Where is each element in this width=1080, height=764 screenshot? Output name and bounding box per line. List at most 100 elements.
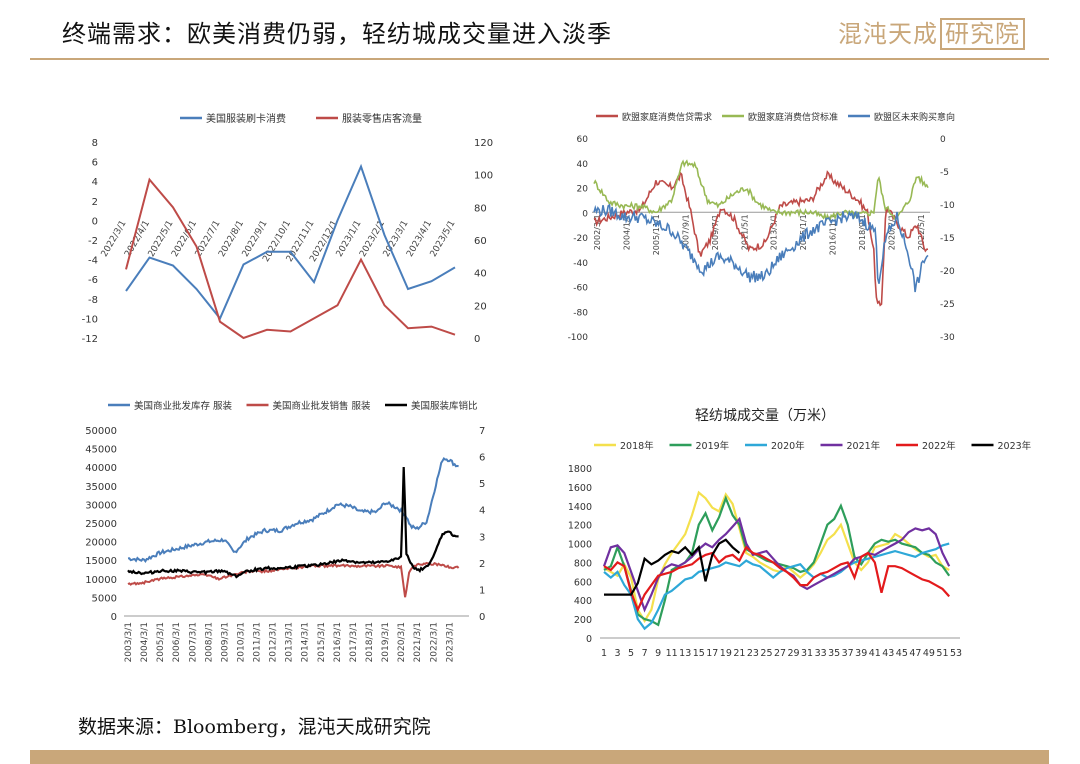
source-note: 数据来源：Bloomberg，混沌天成研究院 [78,716,431,738]
slide-header: 终端需求：欧美消费仍弱，轻纺城成交量进入淡季 混沌天成 研究院 [0,0,1080,60]
y-tick-label-left: 8 [92,138,98,149]
series-line [603,542,950,631]
legend-label: 美国服装刷卡消费 [206,112,286,125]
y-tick-label-right: 40 [474,269,487,280]
y-tick-label-left: 20 [577,185,589,195]
y-tick-label: 1600 [568,483,592,494]
y-tick-label-right: -5 [940,168,949,178]
brand-text: 混沌天成 [838,20,938,48]
y-tick-label-left: -60 [573,284,588,294]
x-tick-label: 2015/3/1 [317,622,327,662]
legend-label: 2022年 [922,440,956,452]
legend-label: 2021年 [847,440,881,452]
y-tick-label-right: 0 [474,334,480,345]
x-tick-label: 2005/11/1 [652,214,661,255]
series-line [603,545,951,613]
y-tick-label-left: 0 [582,209,588,219]
y-tick-label-right: -10 [940,201,955,211]
chart-eu-consumer-credit: 欧盟家庭消费信贷需求 欧盟家庭消费信贷标准 欧盟区未来购买意向-100-80-60-… [568,111,955,343]
y-tick-label: 800 [574,558,592,569]
x-tick-label: 5 [628,648,634,659]
x-tick-label: 23 [747,648,759,659]
x-tick-label: 2013/3/1 [770,214,779,250]
x-tick-label: 2022/3/1 [429,622,439,662]
x-tick-label: 49 [923,648,935,659]
y-tick-label-right: -15 [940,234,955,244]
x-tick-label: 3 [615,648,621,659]
legend-label: 欧盟区未来购买意向 [874,111,955,123]
y-tick-label: 1400 [568,502,592,513]
x-tick-label: 2007/9/1 [681,214,690,250]
chart-title: 轻纺城成交量（万米） [695,407,835,424]
series-line [602,516,951,613]
y-tick-label: 0 [586,634,592,645]
y-tick-label: 600 [574,577,592,588]
y-tick-label-left: 4 [92,177,98,188]
y-tick-label-left: 50000 [85,426,117,437]
legend-label: 欧盟家庭消费信贷需求 [622,111,712,123]
x-tick-label: 9 [655,648,661,659]
x-tick-label: 2011/5/1 [740,214,749,250]
legend-label: 2023年 [998,440,1032,452]
y-tick-label-left: 0 [92,216,98,227]
x-tick-label: 19 [720,648,732,659]
series-line [125,177,456,340]
x-tick-label: 43 [882,648,894,659]
x-tick-label: 25 [760,648,772,659]
y-tick-label-left: -100 [568,333,589,343]
x-tick-label: 2013/3/1 [285,622,295,662]
y-tick-label-left: -20 [573,234,588,244]
x-tick-label: 2005/3/1 [156,622,166,662]
y-tick-label-right: -30 [940,333,955,343]
series-line [603,490,950,624]
y-tick-label-left: 35000 [85,482,117,493]
x-tick-label: 2004/3/1 [140,622,150,662]
series-line [127,466,459,579]
y-tick-label: 200 [574,615,592,626]
x-tick-label: 2011/3/1 [253,622,263,662]
chart-apparel-card-spending: 美国服装刷卡消费 服装零售店客流量-12-10-8-6-4-20246802040… [82,112,493,345]
y-tick-label-right: -25 [940,300,955,310]
x-tick-label: 2022/5/1 [917,214,926,250]
y-tick-label-left: -10 [82,314,98,325]
y-tick-label-left: 20000 [85,538,117,549]
y-tick-label-left: -80 [573,308,588,318]
y-tick-label-left: 10000 [85,575,117,586]
x-tick-label: 35 [828,648,840,659]
x-tick-label: 2006/3/1 [172,622,182,662]
y-tick-label-left: 30000 [85,500,117,511]
page-title: 终端需求：欧美消费仍弱，轻纺城成交量进入淡季 [62,20,612,48]
x-tick-label: 29 [787,648,799,659]
x-tick-label: 2017/3/1 [349,622,359,662]
y-tick-label: 1000 [568,540,592,551]
y-tick-label-right: 4 [479,506,485,517]
x-tick-label: 15 [693,648,705,659]
y-tick-label-left: 6 [92,158,98,169]
x-tick-label: 21 [733,648,745,659]
series-line [125,163,456,321]
x-tick-label: 41 [869,648,881,659]
y-tick-label-left: -12 [82,334,98,345]
x-tick-label: 45 [896,648,908,659]
y-tick-label-left: -8 [88,295,98,306]
y-tick-label-right: 60 [474,236,487,247]
y-tick-label-left: 40000 [85,463,117,474]
chart-textile-city-volume: 轻纺城成交量（万米） 2018年 2019年 2020年 2021年 2022年 2023年… [568,407,1032,659]
x-tick-label: 27 [774,648,786,659]
legend-label: 欧盟家庭消费信贷标准 [748,111,838,123]
x-tick-label: 2019/3/1 [381,622,391,662]
y-tick-label-right: 100 [474,171,493,182]
x-tick-label: 2003/3/1 [124,622,134,662]
y-tick-label-left: 0 [111,612,117,623]
x-tick-label: 2020/7/1 [888,214,897,250]
footer-bar [30,750,1049,764]
header-rule [30,58,1049,60]
y-tick-label-right: 120 [474,138,493,149]
legend-label: 美国商业批发库存 服装 [134,400,233,412]
x-tick-label: 17 [706,648,718,659]
legend-label: 2020年 [771,440,805,452]
brand-box-text: 研究院 [940,18,1025,50]
y-tick-label-right: 2 [479,559,485,570]
y-tick-label-left: -4 [88,256,98,267]
x-tick-label: 37 [842,648,854,659]
